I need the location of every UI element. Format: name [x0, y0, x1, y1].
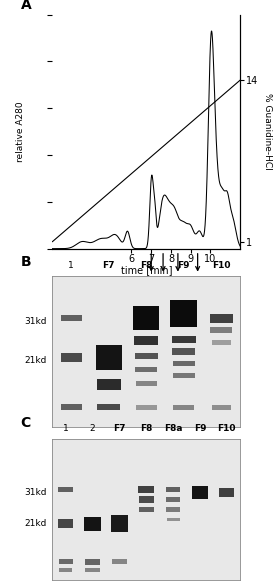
FancyBboxPatch shape	[219, 488, 235, 497]
FancyBboxPatch shape	[61, 404, 81, 410]
X-axis label: time [min]: time [min]	[121, 265, 172, 275]
FancyBboxPatch shape	[59, 568, 72, 572]
FancyBboxPatch shape	[174, 405, 194, 410]
FancyBboxPatch shape	[135, 353, 158, 359]
FancyBboxPatch shape	[133, 306, 160, 331]
Text: 1: 1	[68, 261, 74, 270]
FancyBboxPatch shape	[85, 568, 100, 572]
FancyBboxPatch shape	[136, 381, 156, 386]
FancyBboxPatch shape	[172, 336, 196, 343]
Text: 21kd: 21kd	[25, 356, 47, 365]
FancyBboxPatch shape	[212, 340, 231, 345]
FancyBboxPatch shape	[138, 486, 154, 493]
FancyBboxPatch shape	[59, 487, 73, 492]
FancyBboxPatch shape	[192, 486, 208, 499]
Text: F8a: F8a	[164, 424, 182, 433]
Text: F8: F8	[140, 261, 152, 270]
FancyBboxPatch shape	[139, 507, 154, 512]
FancyBboxPatch shape	[136, 405, 156, 410]
FancyBboxPatch shape	[95, 345, 122, 370]
FancyBboxPatch shape	[172, 361, 195, 366]
Text: F10: F10	[217, 424, 236, 433]
Text: A: A	[20, 0, 31, 12]
Text: F7: F7	[113, 424, 126, 433]
Y-axis label: % Guanidine-HCl: % Guanidine-HCl	[263, 93, 272, 170]
FancyBboxPatch shape	[173, 373, 195, 378]
FancyBboxPatch shape	[134, 336, 158, 346]
Text: 21kd: 21kd	[25, 519, 47, 528]
Text: 31kd: 31kd	[24, 317, 47, 326]
FancyBboxPatch shape	[136, 367, 157, 372]
Text: F7: F7	[102, 261, 115, 270]
FancyBboxPatch shape	[97, 404, 120, 410]
Text: F8: F8	[140, 424, 152, 433]
FancyBboxPatch shape	[61, 353, 81, 362]
FancyBboxPatch shape	[167, 517, 179, 521]
Text: 31kd: 31kd	[24, 488, 47, 497]
FancyBboxPatch shape	[85, 559, 100, 564]
FancyBboxPatch shape	[97, 380, 121, 390]
Text: B: B	[20, 255, 31, 269]
FancyBboxPatch shape	[172, 349, 195, 355]
FancyBboxPatch shape	[166, 507, 180, 512]
Text: F10: F10	[212, 261, 231, 270]
FancyBboxPatch shape	[166, 497, 180, 502]
FancyBboxPatch shape	[166, 487, 181, 492]
FancyBboxPatch shape	[139, 496, 154, 503]
FancyBboxPatch shape	[84, 516, 101, 531]
Text: F9: F9	[194, 424, 206, 433]
Text: 1: 1	[63, 424, 69, 433]
FancyBboxPatch shape	[212, 405, 231, 410]
FancyBboxPatch shape	[112, 559, 127, 564]
FancyBboxPatch shape	[170, 300, 197, 328]
FancyBboxPatch shape	[61, 315, 81, 321]
FancyBboxPatch shape	[59, 519, 73, 528]
Text: relative A280: relative A280	[16, 101, 25, 162]
Text: 2: 2	[90, 424, 95, 433]
Text: C: C	[20, 416, 31, 430]
FancyBboxPatch shape	[111, 515, 128, 532]
FancyBboxPatch shape	[211, 328, 232, 333]
FancyBboxPatch shape	[210, 314, 233, 323]
Text: F9: F9	[177, 261, 190, 270]
FancyBboxPatch shape	[59, 559, 73, 564]
